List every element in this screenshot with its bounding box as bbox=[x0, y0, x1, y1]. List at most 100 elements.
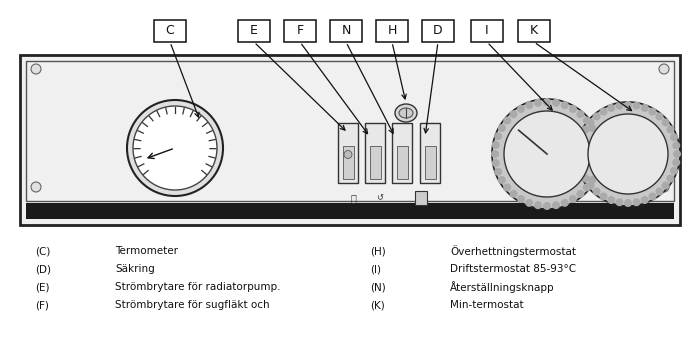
Text: Strömbrytare för radiatorpump.: Strömbrytare för radiatorpump. bbox=[115, 282, 281, 292]
Text: Återställningsknapp: Återställningsknapp bbox=[450, 281, 554, 293]
Bar bbox=[370, 146, 381, 179]
Circle shape bbox=[552, 201, 560, 209]
Circle shape bbox=[666, 174, 674, 183]
Circle shape bbox=[583, 117, 591, 125]
Circle shape bbox=[607, 104, 615, 112]
Circle shape bbox=[655, 187, 664, 196]
Text: N: N bbox=[342, 25, 351, 38]
Text: ⏚: ⏚ bbox=[350, 193, 356, 203]
Circle shape bbox=[655, 113, 664, 121]
Text: (I): (I) bbox=[370, 264, 381, 274]
Bar bbox=[284, 20, 316, 42]
Circle shape bbox=[576, 190, 584, 198]
Circle shape bbox=[569, 195, 577, 203]
Circle shape bbox=[673, 150, 681, 158]
Text: (K): (K) bbox=[370, 300, 385, 310]
Circle shape bbox=[31, 182, 41, 192]
Circle shape bbox=[569, 105, 577, 113]
Bar bbox=[422, 20, 454, 42]
Circle shape bbox=[576, 110, 584, 118]
Text: (H): (H) bbox=[370, 246, 386, 256]
Circle shape bbox=[576, 102, 680, 206]
Circle shape bbox=[666, 126, 674, 134]
Circle shape bbox=[659, 182, 669, 192]
Bar bbox=[518, 20, 550, 42]
Circle shape bbox=[534, 99, 542, 107]
Circle shape bbox=[552, 99, 560, 107]
Circle shape bbox=[615, 102, 624, 110]
Bar bbox=[338, 123, 358, 183]
Circle shape bbox=[670, 133, 678, 141]
Circle shape bbox=[592, 168, 600, 176]
Bar bbox=[26, 203, 674, 219]
Circle shape bbox=[525, 101, 533, 109]
Circle shape bbox=[31, 64, 41, 74]
Ellipse shape bbox=[399, 108, 413, 118]
Circle shape bbox=[672, 158, 680, 166]
Bar bbox=[396, 146, 407, 179]
Circle shape bbox=[510, 110, 517, 118]
FancyBboxPatch shape bbox=[415, 191, 427, 205]
Circle shape bbox=[588, 114, 668, 194]
Text: Säkring: Säkring bbox=[115, 264, 155, 274]
Circle shape bbox=[504, 111, 590, 197]
Circle shape bbox=[498, 124, 506, 132]
Circle shape bbox=[588, 176, 596, 184]
Circle shape bbox=[503, 183, 511, 191]
Circle shape bbox=[662, 182, 669, 190]
Bar bbox=[392, 123, 412, 183]
Circle shape bbox=[648, 192, 657, 200]
Circle shape bbox=[575, 158, 584, 166]
Bar bbox=[365, 123, 385, 183]
Circle shape bbox=[592, 187, 601, 196]
Bar bbox=[342, 146, 354, 179]
Circle shape bbox=[534, 201, 542, 209]
Text: (D): (D) bbox=[35, 264, 51, 274]
Text: E: E bbox=[250, 25, 258, 38]
Circle shape bbox=[648, 108, 657, 116]
Circle shape bbox=[492, 159, 500, 167]
Text: Driftstermostat 85-93°C: Driftstermostat 85-93°C bbox=[450, 264, 576, 274]
Circle shape bbox=[582, 126, 589, 134]
Text: K: K bbox=[530, 25, 538, 38]
Circle shape bbox=[659, 64, 669, 74]
Circle shape bbox=[599, 108, 608, 116]
Circle shape bbox=[582, 174, 589, 183]
Bar bbox=[330, 20, 362, 42]
Circle shape bbox=[615, 198, 624, 206]
Circle shape bbox=[543, 98, 551, 106]
Circle shape bbox=[670, 167, 678, 175]
Circle shape bbox=[494, 132, 502, 140]
Circle shape bbox=[592, 132, 600, 140]
Circle shape bbox=[594, 141, 602, 149]
Circle shape bbox=[578, 133, 586, 141]
Circle shape bbox=[587, 118, 594, 126]
Text: C: C bbox=[166, 25, 174, 38]
Text: (E): (E) bbox=[35, 282, 50, 292]
Text: F: F bbox=[296, 25, 304, 38]
Circle shape bbox=[624, 199, 632, 207]
Circle shape bbox=[633, 198, 641, 206]
Circle shape bbox=[517, 105, 525, 113]
Circle shape bbox=[503, 117, 511, 125]
Text: (F): (F) bbox=[35, 300, 49, 310]
Circle shape bbox=[494, 168, 502, 176]
Bar bbox=[424, 146, 435, 179]
Circle shape bbox=[127, 100, 223, 196]
FancyBboxPatch shape bbox=[26, 61, 674, 201]
Circle shape bbox=[498, 176, 506, 184]
Circle shape bbox=[510, 190, 517, 198]
Text: H: H bbox=[387, 25, 397, 38]
Circle shape bbox=[578, 167, 586, 175]
Circle shape bbox=[561, 101, 569, 109]
Bar bbox=[420, 123, 440, 183]
Text: (N): (N) bbox=[370, 282, 386, 292]
Circle shape bbox=[561, 199, 569, 207]
Text: D: D bbox=[433, 25, 443, 38]
Circle shape bbox=[517, 195, 525, 203]
Circle shape bbox=[583, 183, 591, 191]
Text: I: I bbox=[485, 25, 489, 38]
Circle shape bbox=[133, 106, 217, 190]
Circle shape bbox=[633, 102, 641, 110]
Circle shape bbox=[640, 104, 649, 112]
